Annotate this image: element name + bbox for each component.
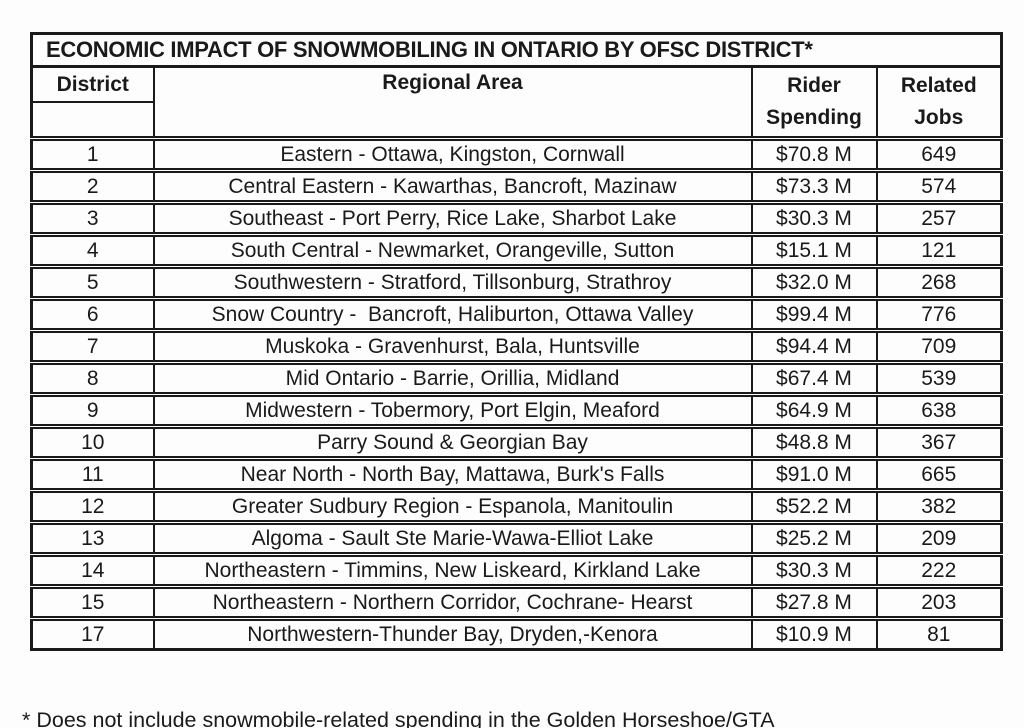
- table-row: 12 Greater Sudbury Region - Espanola, Ma…: [30, 488, 1003, 525]
- col-header-rider-spending-line1: Rider: [787, 74, 841, 97]
- related-jobs-cell: 257: [875, 200, 1003, 237]
- rider-spending-cell: $15.1 M: [750, 232, 878, 269]
- footnotes: * Does not include snowmobile-related sp…: [22, 655, 775, 728]
- district-cell: 7: [30, 328, 155, 365]
- regional-area-cell: Greater Sudbury Region - Espanola, Manit…: [152, 488, 753, 525]
- col-header-rider-spending: Rider Spending: [750, 65, 878, 140]
- related-jobs-cell: 121: [875, 232, 1003, 269]
- district-cell: 5: [30, 264, 155, 301]
- related-jobs-cell: 574: [875, 168, 1003, 205]
- regional-area-cell: Parry Sound & Georgian Bay: [152, 424, 753, 461]
- table-row: 15 Northeastern - Northern Corridor, Coc…: [30, 584, 1003, 621]
- district-cell: 11: [30, 456, 155, 493]
- regional-area-cell: Near North - North Bay, Mattawa, Burk's …: [152, 456, 753, 493]
- col-header-rider-spending-line2: Spending: [766, 106, 862, 129]
- related-jobs-cell: 222: [875, 552, 1003, 589]
- regional-area-cell: Northeastern - Timmins, New Liskeard, Ki…: [152, 552, 753, 589]
- district-cell: 10: [30, 424, 155, 461]
- district-cell: 4: [30, 232, 155, 269]
- rider-spending-cell: $99.4 M: [750, 296, 878, 333]
- district-cell: 17: [30, 616, 155, 651]
- table-row: 6 Snow Country - Bancroft, Haliburton, O…: [30, 296, 1003, 333]
- rider-spending-cell: $64.9 M: [750, 392, 878, 429]
- regional-area-cell: Northeastern - Northern Corridor, Cochra…: [152, 584, 753, 621]
- rider-spending-cell: $94.4 M: [750, 328, 878, 365]
- related-jobs-cell: 81: [875, 616, 1003, 651]
- col-header-district: District: [30, 65, 155, 103]
- table-row: 5 Southwestern - Stratford, Tillsonburg,…: [30, 264, 1003, 301]
- regional-area-cell: Southwestern - Stratford, Tillsonburg, S…: [152, 264, 753, 301]
- table-row: 2 Central Eastern - Kawarthas, Bancroft,…: [30, 168, 1003, 205]
- related-jobs-cell: 649: [875, 136, 1003, 173]
- related-jobs-cell: 665: [875, 456, 1003, 493]
- regional-area-cell: Eastern - Ottawa, Kingston, Cornwall: [152, 136, 753, 173]
- rider-spending-cell: $91.0 M: [750, 456, 878, 493]
- table-row: 13 Algoma - Sault Ste Marie-Wawa-Elliot …: [30, 520, 1003, 557]
- related-jobs-cell: 203: [875, 584, 1003, 621]
- table-row: 14 Northeastern - Timmins, New Liskeard,…: [30, 552, 1003, 589]
- rider-spending-cell: $30.3 M: [750, 200, 878, 237]
- regional-area-cell: Midwestern - Tobermory, Port Elgin, Meaf…: [152, 392, 753, 429]
- rider-spending-cell: $27.8 M: [750, 584, 878, 621]
- rider-spending-cell: $10.9 M: [750, 616, 878, 651]
- rider-spending-cell: $70.8 M: [750, 136, 878, 173]
- rider-spending-cell: $52.2 M: [750, 488, 878, 525]
- rider-spending-cell: $25.2 M: [750, 520, 878, 557]
- header-row-1: District Regional Area Rider Spending Re…: [30, 65, 1003, 140]
- rider-spending-cell: $73.3 M: [750, 168, 878, 205]
- table-row: 4 South Central - Newmarket, Orangeville…: [30, 232, 1003, 269]
- col-header-related-jobs-line2: Jobs: [914, 106, 964, 129]
- related-jobs-cell: 209: [875, 520, 1003, 557]
- related-jobs-cell: 776: [875, 296, 1003, 333]
- table-row: 3 Southeast - Port Perry, Rice Lake, Sha…: [30, 200, 1003, 237]
- district-cell: 2: [30, 168, 155, 205]
- economic-impact-table: ECONOMIC IMPACT OF SNOWMOBILING IN ONTAR…: [29, 32, 1004, 651]
- table-row: 11 Near North - North Bay, Mattawa, Burk…: [30, 456, 1003, 493]
- district-cell: 1: [30, 136, 155, 173]
- table-title: ECONOMIC IMPACT OF SNOWMOBILING IN ONTAR…: [29, 32, 1004, 68]
- table-row: 17 Northwestern-Thunder Bay, Dryden,-Ken…: [30, 616, 1003, 651]
- district-cell: 9: [30, 392, 155, 429]
- table-row: 7 Muskoka - Gravenhurst, Bala, Huntsvill…: [30, 328, 1003, 365]
- regional-area-cell: Muskoka - Gravenhurst, Bala, Huntsville: [152, 328, 753, 365]
- related-jobs-cell: 268: [875, 264, 1003, 301]
- related-jobs-cell: 367: [875, 424, 1003, 461]
- rider-spending-cell: $30.3 M: [750, 552, 878, 589]
- title-row: ECONOMIC IMPACT OF SNOWMOBILING IN ONTAR…: [29, 32, 1004, 68]
- col-header-regional-area: Regional Area: [152, 65, 753, 140]
- table-row: 8 Mid Ontario - Barrie, Orillia, Midland…: [30, 360, 1003, 397]
- related-jobs-cell: 638: [875, 392, 1003, 429]
- regional-area-cell: South Central - Newmarket, Orangeville, …: [152, 232, 753, 269]
- rider-spending-cell: $48.8 M: [750, 424, 878, 461]
- regional-area-cell: Snow Country - Bancroft, Haliburton, Ott…: [152, 296, 753, 333]
- header-row-2: [30, 101, 1002, 140]
- related-jobs-cell: 382: [875, 488, 1003, 525]
- district-cell: 14: [30, 552, 155, 589]
- district-cell: 8: [30, 360, 155, 397]
- district-cell: 13: [30, 520, 155, 557]
- rider-spending-cell: $67.4 M: [750, 360, 878, 397]
- regional-area-cell: Algoma - Sault Ste Marie-Wawa-Elliot Lak…: [152, 520, 753, 557]
- district-cell: 6: [30, 296, 155, 333]
- footnote-golden-horseshoe: * Does not include snowmobile-related sp…: [22, 708, 775, 728]
- related-jobs-cell: 539: [875, 360, 1003, 397]
- rider-spending-cell: $32.0 M: [750, 264, 878, 301]
- regional-area-cell: Mid Ontario - Barrie, Orillia, Midland: [152, 360, 753, 397]
- table-row: 9 Midwestern - Tobermory, Port Elgin, Me…: [30, 392, 1003, 429]
- regional-area-cell: Northwestern-Thunder Bay, Dryden,-Kenora: [152, 616, 753, 651]
- district-cell: 12: [30, 488, 155, 525]
- col-header-related-jobs: Related Jobs: [875, 65, 1003, 140]
- district-header-empty-cell: [30, 101, 155, 140]
- regional-area-cell: Central Eastern - Kawarthas, Bancroft, M…: [152, 168, 753, 205]
- district-cell: 15: [30, 584, 155, 621]
- regional-area-cell: Southeast - Port Perry, Rice Lake, Sharb…: [152, 200, 753, 237]
- district-cell: 3: [30, 200, 155, 237]
- col-header-related-jobs-line1: Related: [900, 74, 977, 97]
- table-row: 1 Eastern - Ottawa, Kingston, Cornwall $…: [30, 136, 1003, 173]
- related-jobs-cell: 709: [875, 328, 1003, 365]
- table-row: 10 Parry Sound & Georgian Bay $48.8 M 36…: [30, 424, 1003, 461]
